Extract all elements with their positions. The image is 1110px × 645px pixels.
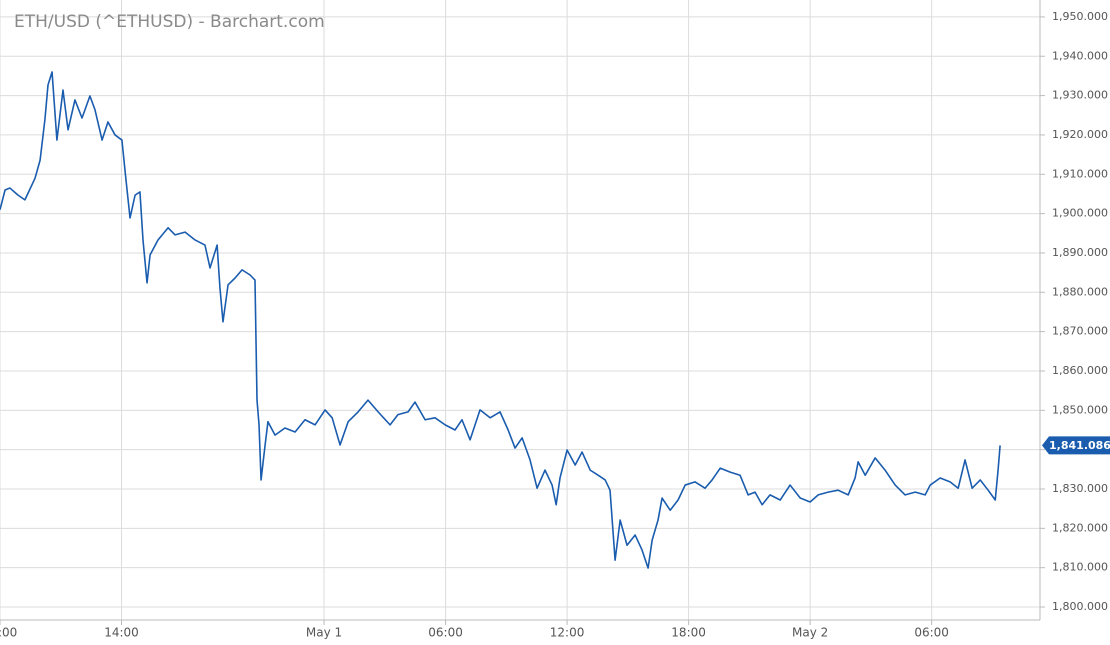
y-tick-label: 1,880.000 bbox=[1052, 285, 1108, 298]
x-tick-label: May 2 bbox=[792, 626, 828, 640]
y-tick-label: 1,860.000 bbox=[1052, 364, 1108, 377]
x-tick-label: 06:00 bbox=[428, 626, 463, 640]
y-tick-label: 1,800.000 bbox=[1052, 600, 1108, 613]
last-price-badge bbox=[1042, 436, 1110, 455]
last-price-label: 1,841.086 bbox=[1049, 439, 1110, 452]
y-tick-label: 1,940.000 bbox=[1052, 49, 1108, 62]
chart-title: ETH/USD (^ETHUSD) - Barchart.com bbox=[14, 12, 325, 32]
x-tick-label: 12:00 bbox=[550, 626, 585, 640]
y-tick-label: 1,950.000 bbox=[1052, 10, 1108, 23]
x-tick-label: May 1 bbox=[306, 626, 342, 640]
x-tick-label: 14:00 bbox=[104, 626, 139, 640]
price-line bbox=[0, 71, 1001, 569]
y-tick-label: 1,930.000 bbox=[1052, 89, 1108, 102]
y-tick-label: 1,920.000 bbox=[1052, 128, 1108, 141]
y-tick-label: 1,890.000 bbox=[1052, 246, 1108, 259]
y-tick-label: 1,910.000 bbox=[1052, 167, 1108, 180]
x-tick-label: 08:00 bbox=[0, 626, 17, 640]
y-tick-label: 1,830.000 bbox=[1052, 482, 1108, 495]
y-tick-label: 1,870.000 bbox=[1052, 325, 1108, 338]
x-tick-label: 18:00 bbox=[671, 626, 706, 640]
x-tick-label: 06:00 bbox=[914, 626, 949, 640]
y-tick-label: 1,810.000 bbox=[1052, 561, 1108, 574]
y-tick-label: 1,850.000 bbox=[1052, 403, 1108, 416]
y-tick-label: 1,900.000 bbox=[1052, 207, 1108, 220]
y-tick-label: 1,820.000 bbox=[1052, 521, 1108, 534]
